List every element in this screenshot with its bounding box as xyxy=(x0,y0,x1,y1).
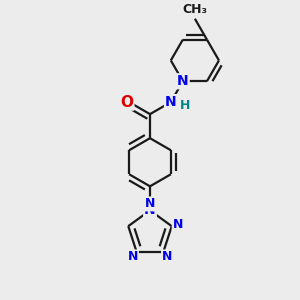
Text: N: N xyxy=(144,203,156,218)
Text: N: N xyxy=(165,95,177,109)
Text: N: N xyxy=(173,218,183,231)
Text: CH₃: CH₃ xyxy=(182,3,207,16)
Text: O: O xyxy=(120,94,133,110)
Text: N: N xyxy=(145,197,155,210)
Text: N: N xyxy=(177,74,189,88)
Text: H: H xyxy=(180,98,190,112)
Text: N: N xyxy=(162,250,172,263)
Text: N: N xyxy=(128,250,138,263)
